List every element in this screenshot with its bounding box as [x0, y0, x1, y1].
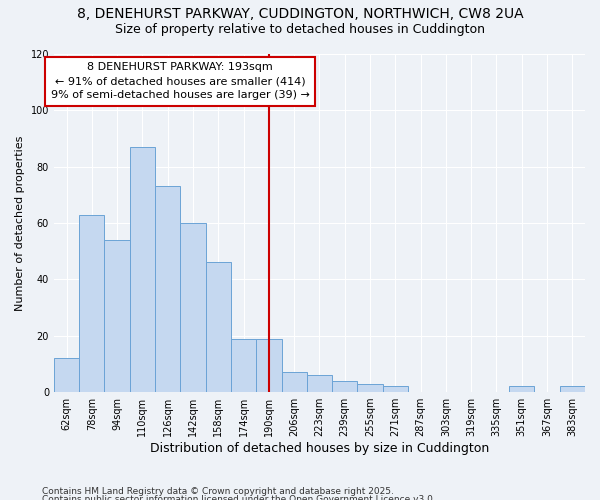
Bar: [256, 338, 281, 392]
Bar: [560, 386, 585, 392]
Bar: [383, 386, 408, 392]
Bar: [155, 186, 181, 392]
Bar: [130, 147, 155, 392]
Text: 8 DENEHURST PARKWAY: 193sqm
← 91% of detached houses are smaller (414)
9% of sem: 8 DENEHURST PARKWAY: 193sqm ← 91% of det…: [51, 62, 310, 100]
Bar: [104, 240, 130, 392]
Text: Contains public sector information licensed under the Open Government Licence v3: Contains public sector information licen…: [42, 495, 436, 500]
Bar: [332, 381, 358, 392]
Bar: [281, 372, 307, 392]
Y-axis label: Number of detached properties: Number of detached properties: [15, 136, 25, 310]
Text: Size of property relative to detached houses in Cuddington: Size of property relative to detached ho…: [115, 22, 485, 36]
X-axis label: Distribution of detached houses by size in Cuddington: Distribution of detached houses by size …: [150, 442, 489, 455]
Bar: [231, 338, 256, 392]
Text: 8, DENEHURST PARKWAY, CUDDINGTON, NORTHWICH, CW8 2UA: 8, DENEHURST PARKWAY, CUDDINGTON, NORTHW…: [77, 8, 523, 22]
Text: Contains HM Land Registry data © Crown copyright and database right 2025.: Contains HM Land Registry data © Crown c…: [42, 488, 394, 496]
Bar: [509, 386, 535, 392]
Bar: [307, 375, 332, 392]
Bar: [358, 384, 383, 392]
Bar: [54, 358, 79, 392]
Bar: [79, 214, 104, 392]
Bar: [206, 262, 231, 392]
Bar: [181, 223, 206, 392]
